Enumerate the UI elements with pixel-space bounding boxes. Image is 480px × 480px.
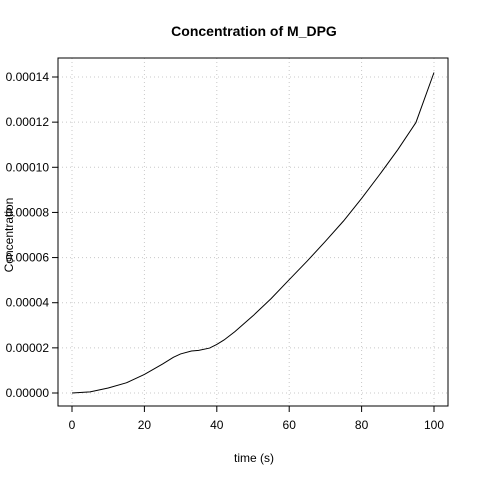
x-tick-label: 20 — [138, 418, 152, 432]
x-tick-label: 40 — [210, 418, 224, 432]
y-axis-ticks: 0.00000 0.00002 0.00004 0.00006 0.00008 0.000… — [6, 70, 58, 400]
axis-layer — [57, 77, 434, 407]
y-tick-label: 0.00014 — [6, 70, 50, 84]
y-axis-label: Concentration — [2, 198, 16, 273]
grid-layer — [58, 58, 448, 406]
x-axis-label: time (s) — [234, 451, 274, 465]
x-axis-ticks: 0 20 40 60 80 100 — [69, 406, 444, 432]
y-tick-label: 0.00012 — [6, 115, 50, 129]
series-layer — [71, 72, 435, 394]
x-tick-label: 100 — [424, 418, 444, 432]
y-tick-label: 0.00004 — [6, 296, 50, 310]
y-tick-label: 0.00000 — [6, 386, 50, 400]
y-tick-label: 0.00002 — [6, 341, 50, 355]
y-tick-label: 0.00010 — [6, 160, 50, 174]
series-line — [71, 72, 435, 394]
x-tick-label: 80 — [355, 418, 369, 432]
y-tick-label: 0.00008 — [6, 205, 50, 219]
chart-title: Concentration of M_DPG — [171, 23, 337, 39]
x-tick-label: 60 — [283, 418, 297, 432]
x-tick-label: 0 — [69, 418, 76, 432]
y-tick-label: 0.00006 — [6, 251, 50, 265]
